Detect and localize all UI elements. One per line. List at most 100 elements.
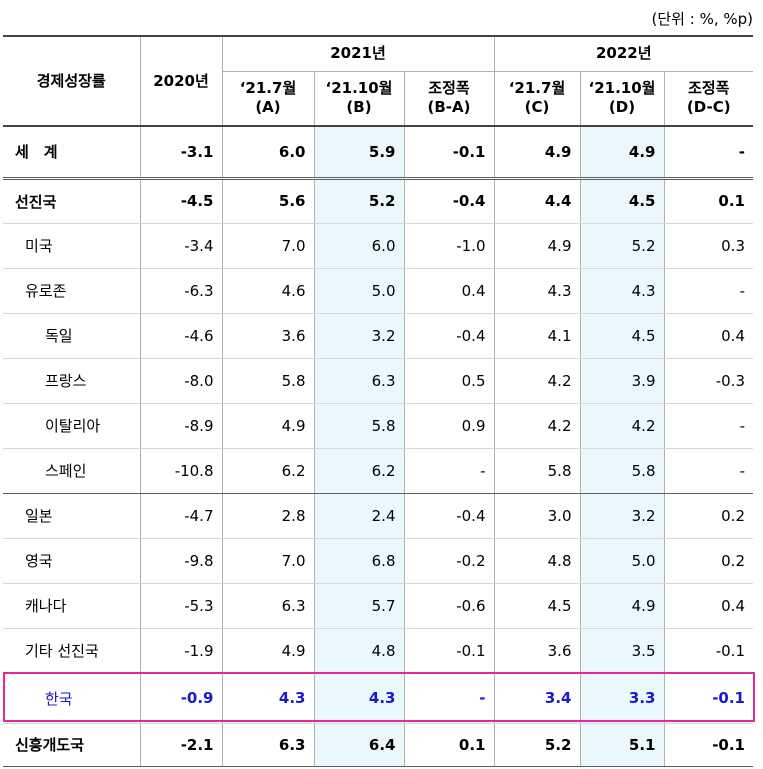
value-cell: -5.3 (139, 583, 223, 629)
value-cell: 4.2 (493, 403, 581, 449)
value-cell: 3.2 (579, 493, 665, 539)
value-cell: 0.5 (403, 358, 495, 404)
value-cell: 0.1 (403, 723, 495, 767)
table-row: 미국 -3.4 7.0 6.0 -1.0 4.9 5.2 0.3 (3, 223, 753, 269)
value-cell: 6.3 (221, 723, 315, 767)
table-row: 일본 -4.7 2.8 2.4 -0.4 3.0 3.2 0.2 (3, 493, 753, 539)
row-label: 일본 (3, 493, 141, 539)
value-cell: 5.1 (579, 723, 665, 767)
value-cell: 4.2 (493, 358, 581, 404)
value-cell: 0.2 (663, 493, 753, 539)
value-cell: -8.0 (139, 358, 223, 404)
value-cell: 6.2 (221, 448, 315, 494)
value-cell: -4.7 (139, 493, 223, 539)
value-cell: 5.9 (313, 126, 405, 180)
row-label: 세 계 (3, 126, 141, 180)
value-cell: -0.1 (663, 673, 753, 724)
value-cell: -0.4 (403, 313, 495, 359)
value-cell: 4.5 (579, 313, 665, 359)
header-cell: 조정폭 (B-A) (403, 71, 495, 127)
table-row: 기타 선진국 -1.9 4.9 4.8 -0.1 3.6 3.5 -0.1 (3, 628, 753, 674)
value-cell: 0.4 (663, 313, 753, 359)
value-cell: -0.9 (139, 673, 223, 724)
value-cell: 2.8 (221, 493, 315, 539)
table-row: 캐나다 -5.3 6.3 5.7 -0.6 4.5 4.9 0.4 (3, 583, 753, 629)
value-cell: - (663, 403, 753, 449)
value-cell: -3.4 (139, 223, 223, 269)
header-cell: ‘21.7월 (A) (222, 71, 315, 127)
table-row: 유로존 -6.3 4.6 5.0 0.4 4.3 4.3- (3, 268, 753, 314)
table-row: 프랑스 -8.0 5.8 6.3 0.5 4.2 3.9 -0.3 (3, 358, 753, 404)
value-cell: 4.4 (493, 178, 581, 224)
value-cell: 3.6 (493, 628, 581, 674)
value-cell: 5.7 (313, 583, 405, 629)
value-cell: 0.3 (663, 223, 753, 269)
value-cell: -4.6 (139, 313, 223, 359)
row-label: 신흥개도국 (3, 723, 141, 767)
value-cell: 5.0 (313, 268, 405, 314)
value-cell: 0.9 (403, 403, 495, 449)
table-row: 영국 -9.8 7.0 6.8 -0.2 4.8 5.0 0.2 (3, 538, 753, 584)
header-cell: 경제성장률 (3, 35, 141, 127)
value-cell: 7.0 (221, 538, 315, 584)
value-cell: 5.6 (221, 178, 315, 224)
value-cell: 5.8 (221, 358, 315, 404)
value-cell: -1.9 (139, 628, 223, 674)
value-cell: 6.0 (221, 126, 315, 180)
table-row: 독일 -4.6 3.6 3.2 -0.4 4.1 4.5 0.4 (3, 313, 753, 359)
value-cell: -0.2 (403, 538, 495, 584)
value-cell: - (663, 126, 753, 180)
value-cell: 2.4 (313, 493, 405, 539)
value-cell: 4.8 (493, 538, 581, 584)
row-label: 프랑스 (3, 358, 141, 404)
table-row: 스페인 -10.8 6.2 6.2-5.8 5.8- (3, 448, 753, 494)
header-cell: 2020년 (139, 35, 223, 127)
value-cell: 3.3 (579, 673, 665, 724)
value-cell: 5.0 (579, 538, 665, 584)
value-cell: 4.5 (579, 178, 665, 224)
row-label: 미국 (3, 223, 141, 269)
table-row: 신흥개도국 -2.1 6.3 6.4 0.1 5.2 5.1 -0.1 (3, 723, 753, 767)
value-cell: 4.2 (579, 403, 665, 449)
value-cell: -0.1 (663, 723, 753, 767)
header-cell: ‘21.7월 (C) (493, 71, 581, 127)
value-cell: 0.4 (403, 268, 495, 314)
value-cell: 3.2 (313, 313, 405, 359)
row-label: 독일 (3, 313, 141, 359)
value-cell: 6.0 (313, 223, 405, 269)
value-cell: -4.5 (139, 178, 223, 224)
value-cell: 4.8 (313, 628, 405, 674)
value-cell: -0.1 (403, 628, 495, 674)
header-cell: 2022년 (493, 35, 753, 72)
row-label: 한국 (3, 673, 141, 724)
value-cell: 4.9 (493, 126, 581, 180)
value-cell: 5.8 (579, 448, 665, 494)
value-cell: 3.6 (221, 313, 315, 359)
value-cell: -1.0 (403, 223, 495, 269)
value-cell: 4.9 (493, 223, 581, 269)
value-cell: 4.1 (493, 313, 581, 359)
value-cell: -3.1 (139, 126, 223, 180)
value-cell: 3.4 (493, 673, 581, 724)
value-cell: - (663, 268, 753, 314)
header-cell: 2021년 (221, 35, 495, 72)
growth-table: 경제성장률 2020년 2021년 2022년 ‘21.7월 (A) ‘21.10… (3, 35, 753, 767)
table-row: 이탈리아 -8.9 4.9 5.8 0.9 4.2 4.2- (3, 403, 753, 449)
value-cell: 0.4 (663, 583, 753, 629)
value-cell: 0.1 (663, 178, 753, 224)
value-cell: 4.3 (313, 673, 405, 724)
row-label: 이탈리아 (3, 403, 141, 449)
value-cell: -0.4 (403, 178, 495, 224)
value-cell: 5.2 (579, 223, 665, 269)
value-cell: - (663, 448, 753, 494)
header-cell: ‘21.10월 (D) (579, 71, 665, 127)
value-cell: 4.5 (493, 583, 581, 629)
row-label: 유로존 (3, 268, 141, 314)
row-label: 캐나다 (3, 583, 141, 629)
value-cell: 6.3 (221, 583, 315, 629)
table-row: 선진국 -4.5 5.6 5.2 -0.4 4.4 4.5 0.1 (3, 178, 753, 224)
value-cell: -0.1 (403, 126, 495, 180)
value-cell: - (403, 448, 495, 494)
header-cell: ‘21.10월 (B) (313, 71, 405, 127)
value-cell: 4.3 (221, 673, 315, 724)
